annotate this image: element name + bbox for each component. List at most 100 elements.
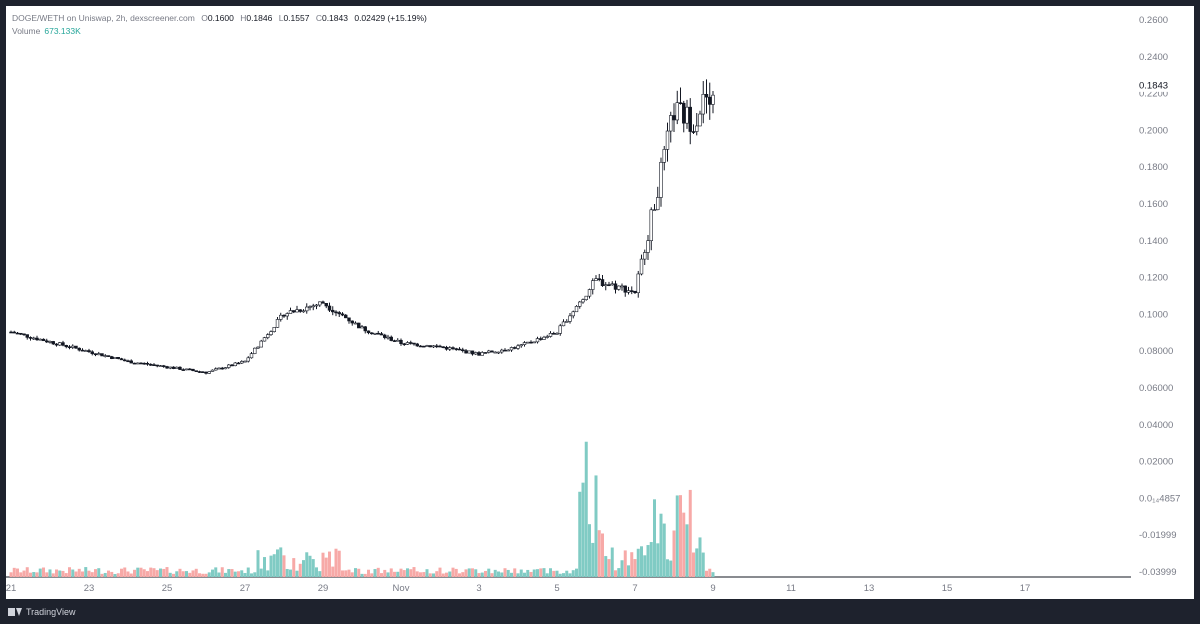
volume-bar <box>406 568 409 577</box>
volume-bar <box>16 568 19 577</box>
candle-body <box>366 330 371 334</box>
volume-bar <box>29 572 32 577</box>
candle-body <box>87 350 91 353</box>
volume-bar <box>32 572 36 577</box>
volume-bar <box>383 569 387 577</box>
candle-body <box>305 306 309 312</box>
volume-bar <box>480 572 484 577</box>
volume-bar <box>185 571 188 577</box>
candle-body <box>149 364 153 366</box>
candle-body <box>97 353 101 356</box>
volume-bar <box>666 559 669 577</box>
candle-body <box>548 333 553 337</box>
candle-body <box>555 333 559 335</box>
volume-bar <box>110 571 114 577</box>
volume-bar <box>133 569 136 577</box>
volume-bar <box>25 567 29 577</box>
volume-bar <box>675 495 679 577</box>
candle-body <box>324 303 328 307</box>
candle-body <box>665 130 670 150</box>
candle-body <box>672 115 676 121</box>
candle-body <box>334 311 338 314</box>
y-tick-label: 0.2400 <box>1139 52 1168 63</box>
volume-bar <box>61 570 65 577</box>
tradingview-logo-icon[interactable] <box>8 607 22 617</box>
volume-bar <box>451 567 455 577</box>
candle-body <box>282 314 286 317</box>
volume-bar <box>610 547 614 577</box>
candle-body <box>279 314 283 320</box>
volume-bar <box>55 569 58 577</box>
candle-body <box>591 280 595 290</box>
candle-body <box>90 351 94 354</box>
candle-body <box>142 362 146 365</box>
volume-bar <box>253 572 257 577</box>
volume-bar <box>373 569 377 577</box>
volume-bar <box>584 441 588 577</box>
volume-bar <box>178 568 182 577</box>
candle-body <box>610 283 614 286</box>
candle-body <box>412 342 416 345</box>
volume-value: 673.133K <box>44 26 81 36</box>
volume-bar <box>578 491 582 577</box>
volume-bar <box>220 567 224 577</box>
candle-body <box>656 197 660 211</box>
candle-body <box>58 342 62 346</box>
candle-body <box>175 366 179 369</box>
volume-bar <box>302 560 305 577</box>
candle-body <box>116 357 120 359</box>
candle-body <box>344 314 348 319</box>
candle-body <box>269 331 273 335</box>
volume-bar <box>292 558 296 577</box>
volume-bar <box>575 568 578 577</box>
candle-body <box>708 96 712 105</box>
volume-bar <box>497 571 500 577</box>
volume-bar <box>38 568 42 577</box>
volume-bar <box>542 568 546 577</box>
candle-body <box>9 331 13 334</box>
candle-body <box>636 273 640 294</box>
volume-bar <box>370 573 374 577</box>
volume-bar <box>698 537 702 577</box>
volume-bar <box>315 567 318 577</box>
candle-body <box>51 341 55 345</box>
candle-body <box>171 366 176 369</box>
candle-body <box>490 350 494 353</box>
open-value: 0.1600 <box>207 13 234 23</box>
y-tick-label: 0.1400 <box>1139 236 1168 247</box>
candle-body <box>487 350 491 353</box>
volume-bar <box>419 572 422 577</box>
volume-bar <box>198 573 201 577</box>
volume-bar <box>432 573 435 577</box>
volume-bar <box>308 555 312 577</box>
candle-body <box>464 350 468 354</box>
candle-body <box>145 363 150 365</box>
volume-bar <box>422 572 426 577</box>
candle-body <box>233 362 237 367</box>
candle-body <box>396 339 400 342</box>
volume-bar <box>409 569 413 577</box>
volume-bar <box>100 573 104 577</box>
y-tick-label: 0.2000 <box>1139 125 1168 136</box>
candle-body <box>220 367 224 370</box>
candle-body <box>253 347 257 354</box>
candle-body <box>675 102 679 121</box>
volume-bar <box>448 571 452 577</box>
volume-bar <box>532 569 536 577</box>
volume-bar <box>604 556 608 577</box>
volume-bar <box>445 572 448 577</box>
volume-bar <box>94 569 97 577</box>
candle-body <box>418 345 423 348</box>
price-chart[interactable]: 0.2600 0.2400 0.2200 0.2000 0.1800 0.1600 0.14… <box>6 6 1194 599</box>
x-tick-label: 21 <box>6 583 16 594</box>
candle-body <box>360 326 364 329</box>
volume-bar <box>45 572 49 577</box>
candle-body <box>467 350 471 354</box>
candle-body <box>506 349 510 352</box>
brand-label[interactable]: TradingView <box>26 607 76 617</box>
candle-body <box>357 322 361 329</box>
candle-body <box>347 317 351 322</box>
volume-bar <box>211 569 214 577</box>
candle-body <box>574 306 579 313</box>
candle-body <box>441 346 445 349</box>
